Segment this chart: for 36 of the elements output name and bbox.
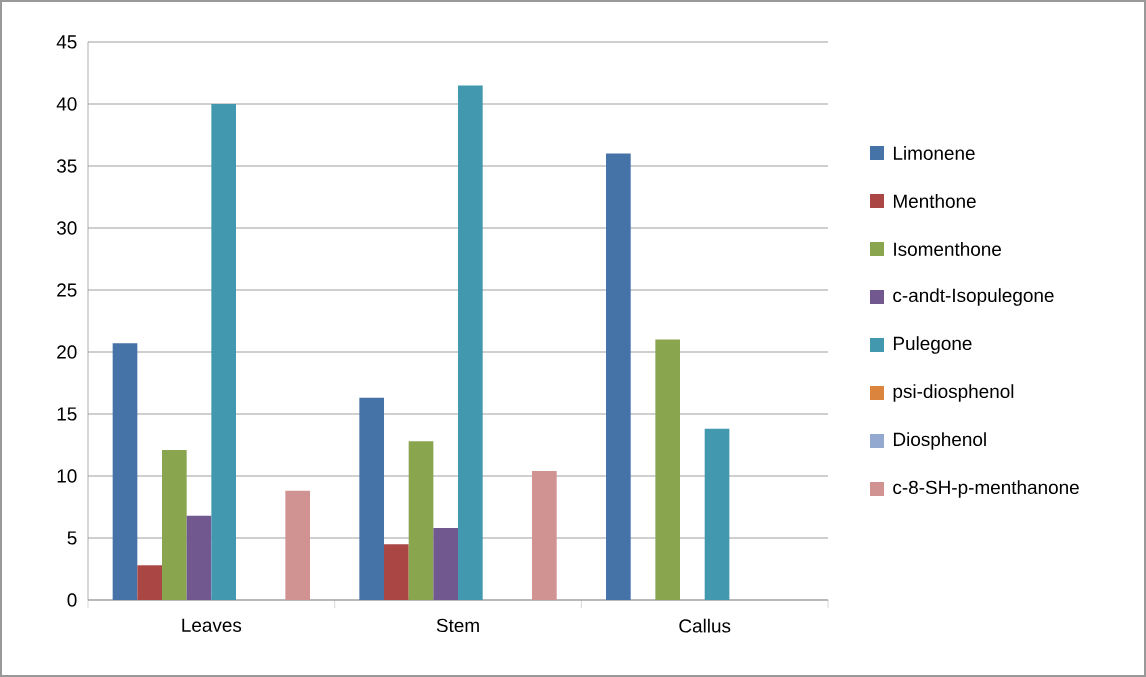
y-tick-label: 25: [57, 283, 77, 297]
bar: [384, 544, 409, 600]
legend-label: Limonene: [893, 146, 975, 160]
legend-label: Diosphenol: [893, 432, 986, 450]
bar: [137, 565, 163, 600]
y-tick-label: 35: [56, 159, 77, 173]
y-tick-label: 0: [67, 593, 77, 607]
bar: [458, 85, 483, 600]
bar: [433, 528, 459, 600]
bar: [655, 339, 681, 600]
bar: [162, 449, 187, 600]
y-tick-label: 40: [56, 97, 77, 111]
bar: [359, 397, 385, 600]
bar: [532, 471, 557, 600]
y-tick-label: 15: [57, 407, 77, 421]
bar: [408, 441, 434, 600]
y-tick-label: 20: [57, 345, 77, 359]
legend-label: c-andt-Isopulegone: [893, 288, 1054, 306]
x-tick-label: Callus: [679, 618, 731, 633]
bar: [211, 103, 237, 600]
legend-label: Menthone: [893, 194, 976, 208]
y-tick-label: 10: [57, 469, 77, 483]
legend-label: psi-diosphenol: [893, 384, 1014, 402]
bar: [186, 515, 212, 600]
legend-label: Pulegone: [893, 336, 972, 354]
y-tick-label: 5: [67, 531, 77, 545]
bar: [704, 428, 730, 600]
bar: [606, 153, 631, 600]
y-tick-label: 45: [56, 35, 77, 49]
bar: [285, 490, 311, 600]
x-tick-label: Leaves: [182, 618, 242, 632]
legend-label: c-8-SH-p-menthanone: [893, 480, 1079, 498]
y-tick-label: 30: [56, 221, 77, 235]
bar: [112, 343, 138, 600]
x-tick-label: Stem: [436, 618, 479, 633]
legend-label: Isomenthone: [894, 242, 1002, 256]
